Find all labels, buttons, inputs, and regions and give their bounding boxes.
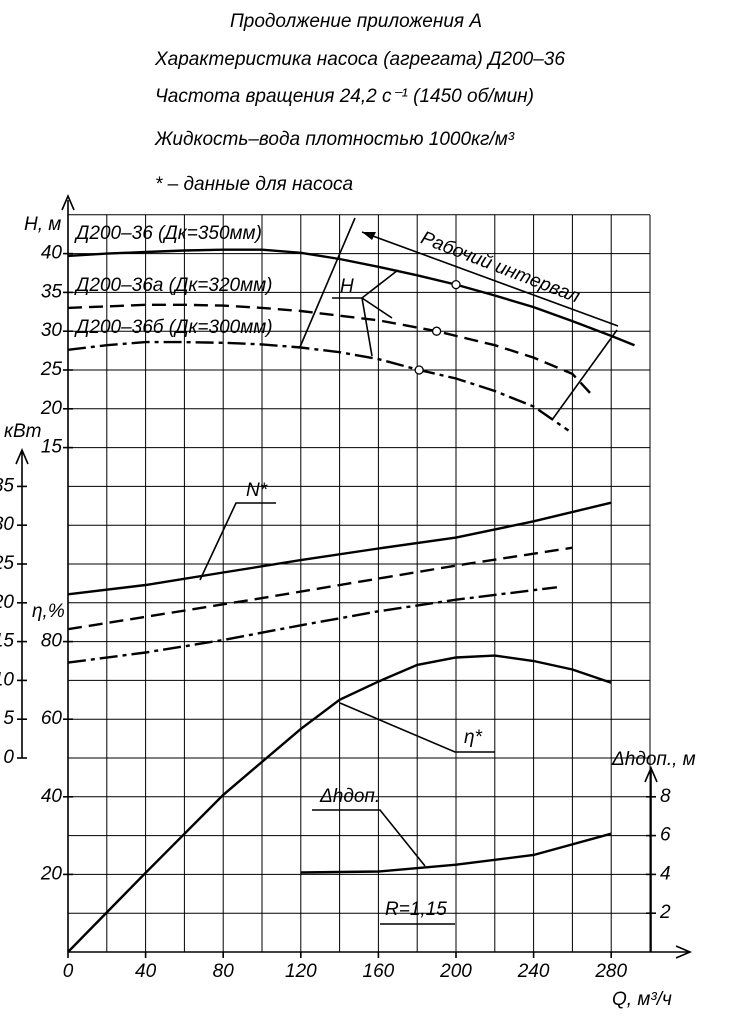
- y-tick-label: 10: [0, 669, 14, 690]
- y-tick-label: 25: [40, 359, 63, 380]
- x-tick-label: 0: [63, 961, 74, 982]
- y-tick-label: 15: [41, 437, 63, 458]
- y-tick-label: 20: [0, 592, 14, 613]
- x-tick-label: 200: [439, 961, 472, 982]
- curve: [67, 586, 558, 664]
- leader: [339, 702, 495, 753]
- y-tick-label: 20: [40, 863, 63, 884]
- header-line: * – данные для насоса: [155, 174, 353, 195]
- axis-title: η,%: [32, 601, 65, 622]
- annotation: R=1,15: [385, 899, 447, 920]
- point-marker: [451, 279, 461, 290]
- point-marker: [431, 326, 442, 336]
- annotation: N*: [246, 480, 268, 501]
- y-tick-label: 15: [0, 631, 14, 652]
- y-tick-label: 60: [41, 708, 63, 729]
- annotation: η*: [464, 727, 483, 748]
- series-label: Д200–36 (Дк=350мм): [74, 223, 262, 244]
- y-tick-label: 2: [659, 902, 671, 923]
- y-tick-label: 20: [40, 398, 63, 419]
- curve: [300, 832, 612, 874]
- axis-title: H, м: [24, 214, 61, 235]
- series-label: Д200–36а (Дк=320мм): [74, 275, 272, 296]
- y-tick-label: 35: [41, 281, 63, 302]
- point-marker: [414, 365, 424, 375]
- x-tick-label: 120: [285, 961, 317, 982]
- header-line: Частота вращения 24,2 с⁻¹ (1450 об/мин): [155, 86, 534, 107]
- axis-title: Δhдоп., м: [611, 749, 696, 770]
- curve: [67, 654, 612, 953]
- y-tick-label: 30: [41, 320, 63, 341]
- y-tick-label: 40: [41, 786, 63, 807]
- header-line: Продолжение приложения А: [230, 11, 482, 32]
- leader: [199, 502, 276, 581]
- leader: [332, 269, 399, 357]
- annotation: H: [340, 276, 354, 297]
- annotation: Рабочий интервал: [418, 228, 583, 308]
- x-tick-label: 280: [594, 961, 627, 982]
- grid: [67, 214, 651, 953]
- leader: [312, 809, 426, 867]
- axis-title: Q, м³/ч: [612, 989, 672, 1010]
- axis-line: [644, 765, 658, 952]
- axis-line: [15, 447, 29, 758]
- arrow-head: [362, 232, 376, 240]
- y-tick-label: 5: [3, 708, 14, 729]
- x-tick-label: 240: [517, 961, 550, 982]
- y-tick-label: 30: [0, 514, 14, 535]
- curve: [67, 546, 573, 631]
- y-tick-label: 25: [0, 553, 14, 574]
- axis-line: [61, 193, 75, 952]
- x-tick-label: 40: [135, 961, 157, 982]
- x-tick-label: 160: [363, 961, 395, 982]
- y-tick-label: 80: [41, 631, 63, 652]
- curve: [67, 340, 570, 432]
- y-tick-label: 6: [660, 825, 671, 846]
- series-label: Д200–36б (Дк=300мм): [74, 317, 273, 338]
- working-interval-lines: [299, 217, 619, 421]
- header-line: Жидкость–вода плотностью 1000кг/м³: [154, 129, 515, 150]
- y-tick-label: 40: [41, 243, 63, 264]
- y-tick-label: 8: [660, 786, 671, 807]
- x-tick-label: 80: [213, 961, 235, 982]
- annotation: Δhдоп.: [319, 786, 380, 807]
- y-tick-label: 4: [660, 863, 671, 884]
- y-tick-label: 0: [3, 747, 14, 768]
- axis-title: кВт: [4, 421, 41, 442]
- header-line: Характеристика насоса (агрегата) Д200–36: [154, 49, 565, 70]
- curve: [67, 248, 635, 347]
- y-tick-label: 35: [0, 475, 14, 496]
- curve: [67, 303, 593, 396]
- curve: [67, 501, 612, 596]
